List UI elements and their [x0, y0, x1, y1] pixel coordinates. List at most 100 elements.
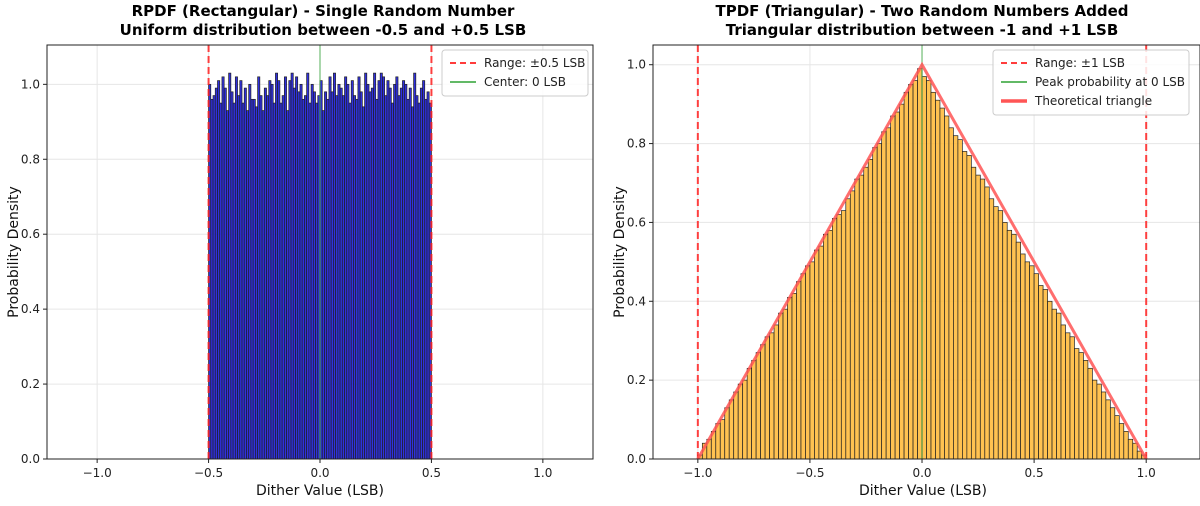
histogram-bar — [953, 135, 959, 460]
histogram-bar — [800, 273, 806, 460]
y-tick-label: 0.2 — [21, 377, 40, 391]
histogram-bar — [1056, 312, 1062, 460]
histogram-bar — [917, 68, 923, 460]
histogram-bar — [1006, 229, 1013, 460]
x-axis-label: Dither Value (LSB) — [859, 483, 987, 499]
histogram-bar — [1123, 431, 1129, 460]
histogram-bar — [737, 383, 744, 460]
histogram-bar — [814, 249, 820, 460]
histogram-bar — [881, 131, 887, 460]
histogram-bar — [1092, 379, 1098, 460]
histogram-bar — [930, 91, 936, 460]
y-tick-label: 1.0 — [627, 58, 646, 72]
histogram-bar — [894, 111, 900, 460]
histogram-bar — [742, 379, 748, 460]
histogram-bar — [962, 151, 968, 460]
legend-label: Theoretical triangle — [1034, 94, 1152, 108]
histogram-bar — [823, 233, 829, 460]
x-axis-label: Dither Value (LSB) — [256, 483, 384, 499]
histogram-bar — [854, 178, 860, 460]
histogram-bar — [1042, 289, 1048, 460]
x-tick-label: −1.0 — [83, 466, 112, 480]
histogram-bar — [1087, 367, 1093, 460]
histogram-bar — [782, 308, 788, 460]
histogram-bar — [867, 158, 874, 460]
histogram-bar — [845, 198, 851, 460]
histogram-bar — [921, 76, 927, 460]
y-tick-label: 0.6 — [21, 227, 40, 241]
legend-label: Range: ±0.5 LSB — [484, 56, 585, 70]
x-tick-label: −1.0 — [683, 466, 712, 480]
histogram-bar — [970, 166, 977, 460]
histogram-bar — [1020, 253, 1026, 460]
histogram-bar — [944, 115, 950, 460]
histogram-bar — [993, 206, 999, 460]
histogram-bar — [908, 84, 914, 460]
theoretical-triangle-line — [696, 61, 1148, 460]
chart-title: RPDF (Rectangular) - Single Random Numbe… — [132, 2, 515, 20]
y-tick-label: 0.0 — [21, 452, 40, 466]
histogram-bar — [840, 210, 847, 460]
legend-label: Peak probability at 0 LSB — [1035, 75, 1185, 89]
legend-label: Range: ±1 LSB — [1035, 56, 1125, 70]
histogram-bar — [1047, 300, 1053, 460]
histogram-bar — [796, 281, 802, 460]
histogram-bar — [733, 391, 739, 460]
histogram-bar — [755, 352, 761, 460]
plot-1: TPDF (Triangular) - Two Random Numbers A… — [612, 2, 1200, 499]
histogram-bar — [939, 107, 945, 460]
histogram-bar — [719, 419, 726, 460]
histogram-bar — [746, 367, 752, 460]
x-tick-label: −0.5 — [194, 466, 223, 480]
histogram-bar — [984, 186, 990, 460]
axes-frame — [652, 44, 1200, 460]
histogram-bar — [1038, 285, 1044, 460]
legend-label: Center: 0 LSB — [484, 75, 566, 89]
histogram-bar — [1105, 399, 1111, 460]
histogram-bar — [872, 147, 878, 460]
y-tick-label: 1.0 — [21, 77, 40, 91]
x-tick-label: 0.5 — [1025, 466, 1044, 480]
histogram-bar — [1132, 442, 1138, 460]
histogram-bar — [787, 296, 793, 460]
histogram-bar — [912, 80, 918, 460]
histogram-bar — [778, 312, 784, 460]
histogram-bar — [791, 293, 797, 460]
histogram-bar — [831, 218, 838, 460]
y-tick-label: 0.4 — [21, 302, 40, 316]
histogram-bar — [760, 344, 766, 460]
histogram-bar — [1083, 360, 1089, 460]
histogram-bar — [1101, 391, 1107, 460]
histogram-bar — [1069, 336, 1075, 460]
histogram-bar — [979, 178, 986, 460]
histogram-bar — [1051, 308, 1057, 460]
x-tick-label: 0.0 — [310, 466, 329, 480]
histogram-bar — [849, 190, 856, 460]
histogram-bar — [1015, 241, 1022, 460]
histogram-bar — [773, 324, 779, 460]
y-tick-label: 0.4 — [627, 294, 646, 308]
plot-0: RPDF (Rectangular) - Single Random Numbe… — [6, 2, 594, 499]
y-tick-label: 0.2 — [627, 373, 646, 387]
histogram-bar — [899, 103, 905, 460]
histogram-bar — [926, 80, 932, 460]
y-tick-label: 0.8 — [21, 152, 40, 166]
histogram-bar — [885, 127, 891, 460]
histogram-bar — [966, 155, 972, 460]
legend-box — [992, 49, 1190, 116]
y-tick-label: 0.0 — [627, 452, 646, 466]
y-axis-label: Probability Density — [612, 186, 628, 318]
histogram-bar — [1002, 222, 1008, 460]
histogram-bar — [724, 407, 730, 460]
histogram-bar — [751, 360, 757, 460]
x-tick-label: 0.0 — [912, 466, 931, 480]
histogram-bar — [935, 99, 941, 460]
y-tick-label: 0.8 — [627, 137, 646, 151]
histogram-bar — [836, 214, 842, 460]
histogram-bar — [1024, 261, 1030, 460]
histogram-bar — [827, 229, 833, 460]
histogram-bar — [764, 336, 770, 460]
x-tick-label: 1.0 — [1137, 466, 1156, 480]
chart-title: TPDF (Triangular) - Two Random Numbers A… — [715, 2, 1128, 20]
histogram-bar — [997, 210, 1004, 460]
